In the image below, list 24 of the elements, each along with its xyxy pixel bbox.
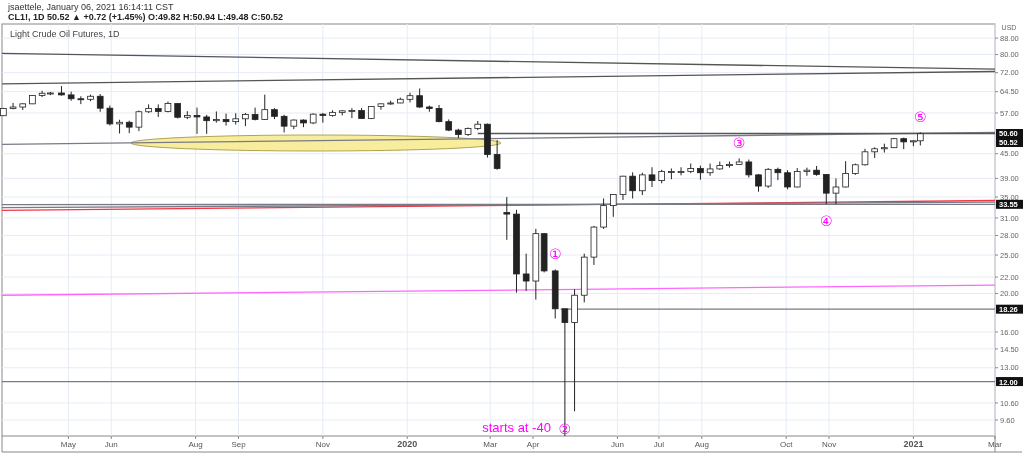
annotation: starts at -40 xyxy=(482,420,551,435)
x-tick-label: Apr xyxy=(526,440,540,449)
x-tick-label: Mar xyxy=(988,440,1003,449)
x-tick-label: 2020 xyxy=(397,439,418,449)
annotation: ④ xyxy=(819,213,833,230)
x-tick-label: Mar xyxy=(483,440,498,449)
x-tick-label: Aug xyxy=(188,440,203,449)
chart-subtitle: CL1!, 1D 50.52 ▲ +0.72 (+1.45%) O:49.82 H:50.94 L:49.48 C:50.52 xyxy=(8,12,284,22)
annotation: ② xyxy=(558,421,572,437)
x-tick-label: Jul xyxy=(653,440,665,449)
x-tick-label: Oct xyxy=(779,440,794,449)
annotation: ③ xyxy=(732,135,746,152)
x-tick-label: Sep xyxy=(231,440,247,449)
x-tick-label: Jun xyxy=(104,440,118,449)
text: jsaettele, January 06, 2021 16:14:11 CST xyxy=(7,2,174,12)
x-tick-label: Jun xyxy=(610,440,624,449)
x-tick-label: Nov xyxy=(821,440,837,449)
annotation: ⑤ xyxy=(914,109,927,126)
x-tick-label: May xyxy=(60,440,76,449)
text: Light Crude Oil Futures, 1D xyxy=(10,29,121,39)
annotation: ① xyxy=(548,246,562,263)
x-tick-label: Nov xyxy=(315,440,330,449)
x-tick-label: 2021 xyxy=(903,439,924,449)
x-tick-label: Aug xyxy=(694,440,709,449)
